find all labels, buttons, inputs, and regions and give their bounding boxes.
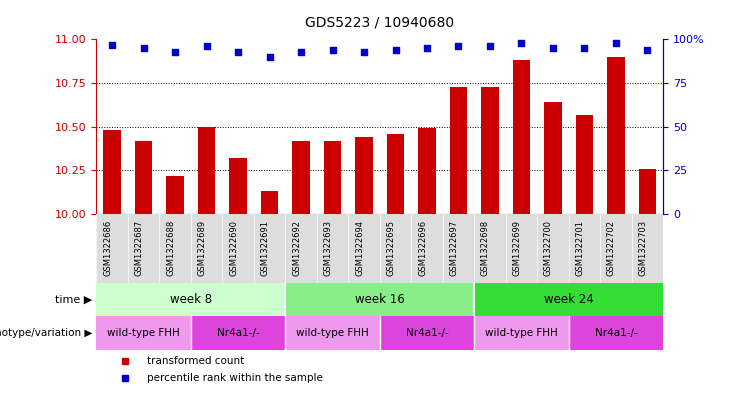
Bar bbox=[576, 114, 593, 214]
Text: Nr4a1-/-: Nr4a1-/- bbox=[405, 328, 448, 338]
Text: GSM1322700: GSM1322700 bbox=[544, 220, 553, 275]
Bar bbox=[569, 316, 663, 350]
Text: GSM1322699: GSM1322699 bbox=[513, 220, 522, 275]
Text: GSM1322697: GSM1322697 bbox=[450, 220, 459, 276]
Point bbox=[295, 48, 307, 55]
Text: GSM1322695: GSM1322695 bbox=[387, 220, 396, 275]
Text: week 8: week 8 bbox=[170, 293, 212, 306]
Bar bbox=[96, 283, 285, 316]
Bar bbox=[167, 176, 184, 214]
Bar bbox=[387, 134, 404, 214]
Text: GSM1322701: GSM1322701 bbox=[576, 220, 585, 275]
Bar bbox=[96, 316, 191, 350]
Bar bbox=[191, 316, 285, 350]
Point bbox=[516, 40, 528, 46]
Bar bbox=[450, 86, 467, 214]
Text: week 16: week 16 bbox=[355, 293, 405, 306]
Point bbox=[106, 41, 118, 48]
Bar bbox=[324, 141, 341, 214]
Text: wild-type FHH: wild-type FHH bbox=[296, 328, 369, 338]
Point bbox=[138, 45, 150, 51]
Point bbox=[421, 45, 433, 51]
Bar bbox=[474, 283, 663, 316]
Point bbox=[642, 47, 654, 53]
Bar bbox=[419, 129, 436, 214]
Text: wild-type FHH: wild-type FHH bbox=[485, 328, 558, 338]
Bar bbox=[285, 283, 474, 316]
Bar bbox=[293, 141, 310, 214]
Point bbox=[547, 45, 559, 51]
Bar bbox=[198, 127, 215, 214]
Text: GSM1322686: GSM1322686 bbox=[103, 220, 112, 276]
Point bbox=[390, 47, 402, 53]
Text: wild-type FHH: wild-type FHH bbox=[107, 328, 180, 338]
Point bbox=[201, 43, 213, 50]
Text: transformed count: transformed count bbox=[147, 356, 245, 366]
Text: GSM1322698: GSM1322698 bbox=[481, 220, 490, 276]
Text: GSM1322693: GSM1322693 bbox=[324, 220, 333, 276]
Text: percentile rank within the sample: percentile rank within the sample bbox=[147, 373, 323, 383]
Text: GSM1322703: GSM1322703 bbox=[639, 220, 648, 276]
Point bbox=[358, 48, 370, 55]
Text: week 24: week 24 bbox=[544, 293, 594, 306]
Point bbox=[327, 47, 339, 53]
Point bbox=[264, 53, 276, 60]
Text: GSM1322702: GSM1322702 bbox=[607, 220, 616, 275]
Text: GSM1322690: GSM1322690 bbox=[229, 220, 238, 275]
Bar bbox=[104, 130, 121, 214]
Bar bbox=[261, 191, 278, 214]
Text: GDS5223 / 10940680: GDS5223 / 10940680 bbox=[305, 15, 454, 29]
Text: Nr4a1-/-: Nr4a1-/- bbox=[216, 328, 259, 338]
Point bbox=[484, 43, 496, 50]
Bar bbox=[356, 137, 373, 214]
Text: GSM1322692: GSM1322692 bbox=[292, 220, 301, 275]
Bar bbox=[474, 316, 569, 350]
Bar bbox=[513, 60, 530, 214]
Text: GSM1322696: GSM1322696 bbox=[418, 220, 427, 276]
Text: GSM1322687: GSM1322687 bbox=[135, 220, 144, 276]
Text: Nr4a1-/-: Nr4a1-/- bbox=[594, 328, 637, 338]
Point bbox=[232, 48, 244, 55]
Bar bbox=[285, 316, 379, 350]
Point bbox=[169, 48, 181, 55]
Bar bbox=[135, 141, 152, 214]
Bar bbox=[545, 102, 562, 214]
Bar bbox=[482, 86, 499, 214]
Bar bbox=[639, 169, 656, 214]
Bar bbox=[230, 158, 247, 214]
Text: genotype/variation ▶: genotype/variation ▶ bbox=[0, 328, 93, 338]
Point bbox=[453, 43, 465, 50]
Point bbox=[610, 40, 622, 46]
Text: GSM1322691: GSM1322691 bbox=[261, 220, 270, 275]
Bar bbox=[608, 57, 625, 214]
Text: time ▶: time ▶ bbox=[56, 295, 93, 305]
Text: GSM1322688: GSM1322688 bbox=[166, 220, 175, 276]
Point bbox=[579, 45, 591, 51]
Text: GSM1322689: GSM1322689 bbox=[198, 220, 207, 276]
Bar bbox=[379, 316, 474, 350]
Text: GSM1322694: GSM1322694 bbox=[355, 220, 364, 275]
